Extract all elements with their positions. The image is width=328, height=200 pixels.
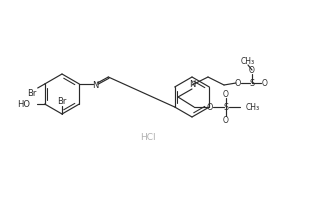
- Text: O: O: [223, 90, 229, 99]
- Text: HCl: HCl: [140, 133, 156, 142]
- Text: O: O: [235, 79, 241, 88]
- Text: O: O: [223, 116, 229, 125]
- Text: O: O: [207, 103, 213, 112]
- Text: S: S: [249, 79, 255, 88]
- Text: N: N: [189, 80, 195, 89]
- Text: CH₃: CH₃: [241, 56, 255, 65]
- Text: Br: Br: [27, 89, 36, 98]
- Text: Br: Br: [57, 97, 67, 106]
- Text: O: O: [249, 66, 255, 75]
- Text: S: S: [223, 103, 229, 112]
- Text: HO: HO: [17, 100, 30, 109]
- Text: CH₃: CH₃: [246, 103, 260, 112]
- Text: O: O: [262, 79, 268, 88]
- Text: N: N: [92, 81, 98, 90]
